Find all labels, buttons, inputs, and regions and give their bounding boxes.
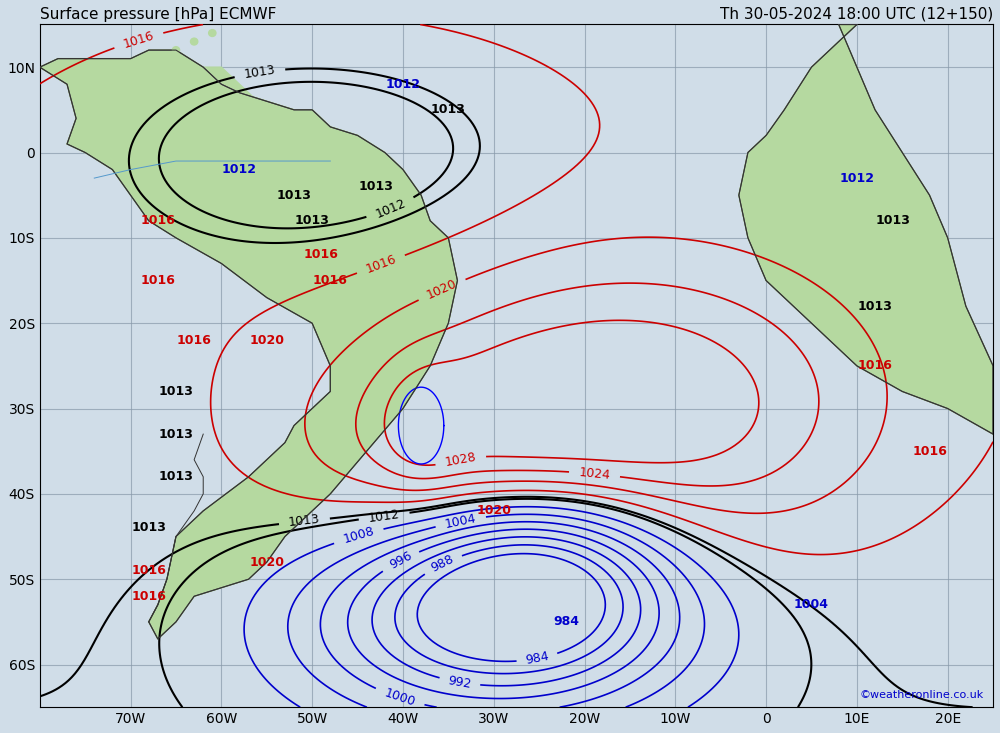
Text: 1013: 1013 — [159, 385, 193, 398]
Text: 1013: 1013 — [277, 188, 311, 202]
Polygon shape — [739, 24, 993, 434]
Text: 1016: 1016 — [313, 274, 348, 287]
Text: 1020: 1020 — [425, 277, 459, 302]
Text: 1012: 1012 — [839, 172, 874, 185]
Text: 1016: 1016 — [177, 334, 212, 347]
Text: 1013: 1013 — [858, 300, 892, 312]
Polygon shape — [40, 50, 457, 639]
Text: 1013: 1013 — [295, 214, 330, 227]
Text: 1004: 1004 — [444, 512, 477, 531]
Circle shape — [191, 38, 198, 45]
Text: 992: 992 — [447, 674, 472, 690]
Text: 1013: 1013 — [288, 513, 321, 529]
Text: 1013: 1013 — [358, 180, 393, 193]
Text: 1012: 1012 — [222, 163, 257, 176]
Text: 1016: 1016 — [858, 359, 892, 372]
Text: ©weatheronline.co.uk: ©weatheronline.co.uk — [859, 690, 984, 700]
Text: Surface pressure [hPa] ECMWF: Surface pressure [hPa] ECMWF — [40, 7, 276, 22]
Text: 984: 984 — [553, 616, 579, 628]
Text: 1013: 1013 — [159, 471, 193, 483]
Text: 1012: 1012 — [373, 196, 408, 221]
Polygon shape — [40, 50, 457, 639]
Text: 1016: 1016 — [140, 274, 175, 287]
Text: 1013: 1013 — [876, 214, 911, 227]
Text: 1013: 1013 — [431, 103, 466, 117]
Polygon shape — [203, 67, 448, 237]
Text: 988: 988 — [429, 553, 456, 575]
Text: 1024: 1024 — [578, 466, 611, 482]
Text: 1020: 1020 — [476, 504, 511, 517]
Circle shape — [209, 29, 216, 37]
Text: 996: 996 — [387, 549, 414, 572]
Text: 1013: 1013 — [159, 427, 193, 441]
Circle shape — [172, 47, 180, 54]
Text: 1000: 1000 — [383, 687, 417, 709]
Text: 1028: 1028 — [444, 450, 477, 469]
Text: 1016: 1016 — [131, 590, 166, 603]
Text: 1020: 1020 — [249, 334, 284, 347]
Text: 1016: 1016 — [140, 214, 175, 227]
Text: 1020: 1020 — [249, 556, 284, 569]
Text: 1012: 1012 — [368, 507, 401, 525]
Text: 1004: 1004 — [794, 598, 829, 611]
Text: 1016: 1016 — [364, 253, 398, 276]
Text: 1016: 1016 — [912, 445, 947, 457]
Text: 1013: 1013 — [131, 521, 166, 534]
Text: 1008: 1008 — [341, 525, 376, 546]
Text: Th 30-05-2024 18:00 UTC (12+150): Th 30-05-2024 18:00 UTC (12+150) — [720, 7, 993, 22]
Text: 984: 984 — [524, 650, 550, 667]
Text: 1016: 1016 — [122, 29, 156, 51]
Text: 1012: 1012 — [385, 78, 420, 91]
Polygon shape — [739, 24, 993, 434]
Text: 1016: 1016 — [304, 248, 339, 262]
Text: 1013: 1013 — [243, 64, 276, 81]
Text: 1016: 1016 — [131, 564, 166, 577]
